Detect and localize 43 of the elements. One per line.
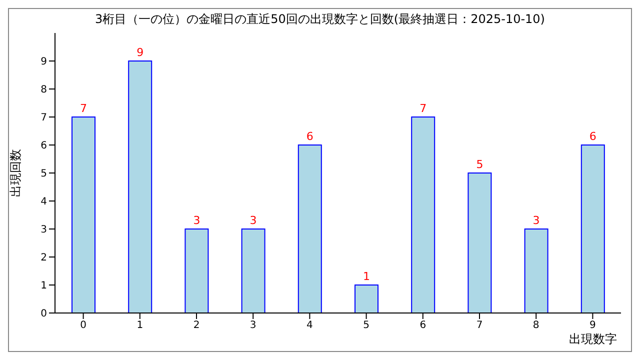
bar xyxy=(241,228,266,313)
data-label: 5 xyxy=(476,158,484,171)
data-label: 3 xyxy=(193,214,200,227)
bar xyxy=(72,116,96,313)
x-tick-label: 3 xyxy=(250,320,256,332)
x-tick-label: 4 xyxy=(306,320,313,332)
data-label: 1 xyxy=(363,270,370,283)
x-tick-label: 1 xyxy=(136,320,144,332)
y-tick-label: 9 xyxy=(40,56,47,68)
data-label: 3 xyxy=(532,214,540,227)
data-label: 9 xyxy=(136,46,144,59)
x-tick-label: 0 xyxy=(80,320,86,332)
bar xyxy=(524,228,548,313)
data-label: 6 xyxy=(589,130,596,143)
bar xyxy=(184,228,209,313)
x-tick-label: 7 xyxy=(476,320,483,332)
bar xyxy=(468,172,492,313)
data-label: 6 xyxy=(306,130,314,143)
y-tick-label: 7 xyxy=(40,112,47,124)
bar xyxy=(411,116,436,313)
data-label: 7 xyxy=(80,102,87,115)
y-tick-label: 2 xyxy=(40,252,47,264)
y-tick-label: 1 xyxy=(40,280,47,292)
x-tick-label: 8 xyxy=(532,320,540,332)
data-label: 3 xyxy=(250,214,257,227)
y-axis-title: 出現回数 xyxy=(8,149,22,197)
chart-title: 3桁目（一の位）の金曜日の直近50回の出現数字と回数(最終抽選日：2025-10-10) xyxy=(94,11,546,28)
y-tick-label: 3 xyxy=(40,224,47,236)
bar xyxy=(128,60,152,313)
x-axis-title: 出現数字 xyxy=(569,332,617,346)
bar xyxy=(298,144,322,313)
y-tick-label: 0 xyxy=(40,308,47,320)
bar xyxy=(580,144,605,313)
bar xyxy=(354,284,378,313)
data-label: 7 xyxy=(420,102,427,115)
y-tick-label: 8 xyxy=(40,84,47,96)
y-tick-label: 4 xyxy=(40,196,47,208)
y-tick-label: 5 xyxy=(40,168,47,180)
x-tick-label: 2 xyxy=(193,320,200,332)
x-tick-label: 9 xyxy=(590,320,596,332)
x-tick-label: 5 xyxy=(363,320,370,332)
y-tick-label: 6 xyxy=(40,140,47,152)
x-tick-label: 6 xyxy=(420,320,426,332)
